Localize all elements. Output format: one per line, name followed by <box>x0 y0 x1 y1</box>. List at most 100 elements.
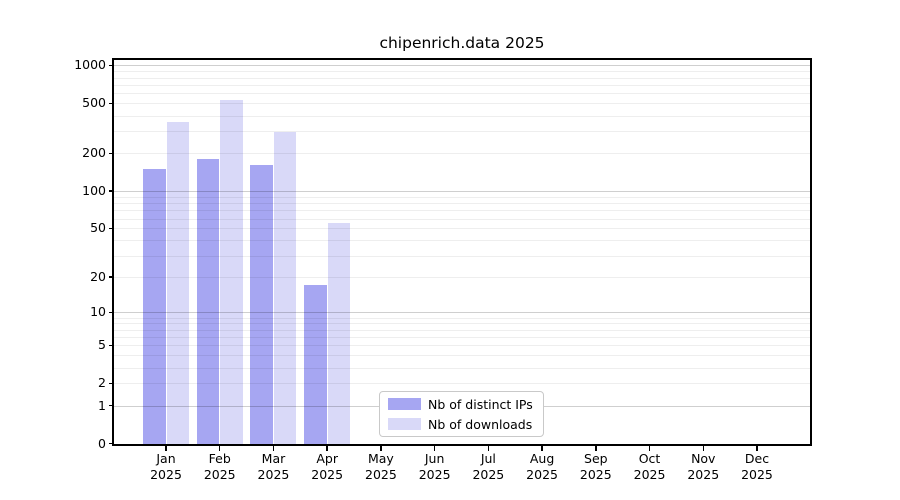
gridline-minor <box>114 93 810 95</box>
bar-downloads <box>220 99 243 444</box>
bar-downloads <box>166 122 189 444</box>
x-tick-year: 2025 <box>579 466 612 482</box>
x-tick-label: Jul 2025 <box>456 451 520 482</box>
y-tick-label: 10 <box>90 304 106 320</box>
x-tick-year: 2025 <box>741 466 773 482</box>
x-tick-year: 2025 <box>311 466 344 482</box>
x-tick-year: 2025 <box>687 466 720 482</box>
x-tick-month: Nov <box>691 451 716 466</box>
legend-item: Nb of downloads <box>388 417 535 432</box>
y-tick-mark <box>109 442 114 445</box>
x-tick-month: Jun <box>424 451 445 466</box>
legend-label: Nb of downloads <box>428 416 533 432</box>
bar-distinct-ips <box>196 159 220 444</box>
y-tick-label: 100 <box>82 182 106 198</box>
x-tick-month: Feb <box>208 451 231 466</box>
x-tick-year: 2025 <box>418 466 451 482</box>
y-tick-mark <box>109 276 114 278</box>
bar-distinct-ips <box>304 285 327 444</box>
x-tick-month: Dec <box>744 451 770 466</box>
x-tick-month: Jan <box>156 451 176 466</box>
y-tick-mark <box>109 64 114 67</box>
x-tick-mark <box>648 446 651 451</box>
gridline-minor <box>114 240 810 242</box>
x-tick-month: Sep <box>584 451 608 466</box>
y-tick-mark <box>109 190 114 192</box>
x-tick-label: Mar 2025 <box>241 451 305 482</box>
bar-downloads <box>327 223 351 444</box>
y-tick-label: 5 <box>98 337 106 353</box>
y-tick-mark <box>109 344 114 347</box>
x-tick-mark <box>218 446 221 451</box>
gridline-minor <box>114 203 810 205</box>
gridline-minor <box>114 255 810 257</box>
x-tick-mark <box>487 446 490 451</box>
y-tick-mark <box>109 102 114 105</box>
x-tick-mark <box>702 446 705 451</box>
gridline-minor <box>114 71 810 73</box>
x-tick-year: 2025 <box>150 466 182 482</box>
x-tick-mark <box>756 446 758 451</box>
grid-layer <box>114 60 810 444</box>
x-tick-label: Jan 2025 <box>134 451 198 482</box>
x-tick-label: Aug 2025 <box>510 451 574 482</box>
gridline-major <box>114 65 810 67</box>
x-tick-mark <box>541 446 543 451</box>
y-tick-label: 1000 <box>74 57 106 73</box>
x-tick-year: 2025 <box>633 466 666 482</box>
legend-item: Nb of distinct IPs <box>388 397 535 412</box>
gridline-minor <box>114 367 810 369</box>
legend-color-swatch <box>388 398 421 410</box>
x-tick-month: Apr <box>316 451 338 466</box>
y-tick-label: 200 <box>82 145 106 161</box>
legend: Nb of distinct IPs Nb of downloads <box>379 391 544 437</box>
x-tick-month: May <box>367 451 394 466</box>
y-tick-mark <box>109 152 114 155</box>
y-tick-mark <box>109 382 114 385</box>
gridline-minor <box>114 355 810 357</box>
legend-color-swatch <box>388 418 421 430</box>
gridline-minor <box>114 196 810 198</box>
gridline-minor <box>114 153 810 155</box>
x-tick-mark <box>433 446 436 451</box>
y-tick-mark <box>109 404 114 407</box>
bar-distinct-ips <box>250 165 273 444</box>
y-tick-label: 50 <box>90 220 106 236</box>
y-tick-label: 20 <box>90 268 106 284</box>
chart-title: chipenrich.data 2025 <box>379 34 545 52</box>
gridline-minor <box>114 131 810 133</box>
gridline-minor <box>114 329 810 331</box>
gridline-minor <box>114 345 810 347</box>
x-tick-label: Feb 2025 <box>188 451 252 482</box>
x-tick-label: Jun 2025 <box>403 451 467 482</box>
y-tick-label: 500 <box>82 95 106 111</box>
x-tick-year: 2025 <box>526 466 558 482</box>
x-tick-month: Aug <box>529 451 555 466</box>
gridline-minor <box>114 317 810 319</box>
x-tick-label: Dec 2025 <box>725 451 789 482</box>
x-tick-month: Jul <box>480 451 496 466</box>
x-tick-mark <box>272 446 275 451</box>
x-tick-mark <box>595 446 597 451</box>
gridline-minor <box>114 337 810 339</box>
x-tick-year: 2025 <box>472 466 505 482</box>
x-tick-label: May 2025 <box>349 451 413 482</box>
gridline-major <box>114 312 810 314</box>
gridline-minor <box>114 323 810 325</box>
y-tick-mark <box>109 311 114 314</box>
gridline-minor <box>114 210 810 212</box>
x-tick-year: 2025 <box>203 466 236 482</box>
gridline-minor <box>114 84 810 86</box>
x-tick-year: 2025 <box>257 466 290 482</box>
gridline-minor <box>114 103 810 105</box>
x-tick-year: 2025 <box>365 466 397 482</box>
y-tick-label: 0 <box>98 435 106 451</box>
x-tick-month: Oct <box>638 451 661 466</box>
plot-area <box>112 58 812 446</box>
gridline-minor <box>114 218 810 220</box>
gridline-major <box>114 190 810 192</box>
x-tick-mark <box>165 446 167 451</box>
y-tick-label: 2 <box>98 375 106 391</box>
gridline-minor <box>114 77 810 79</box>
x-tick-mark <box>380 446 382 451</box>
